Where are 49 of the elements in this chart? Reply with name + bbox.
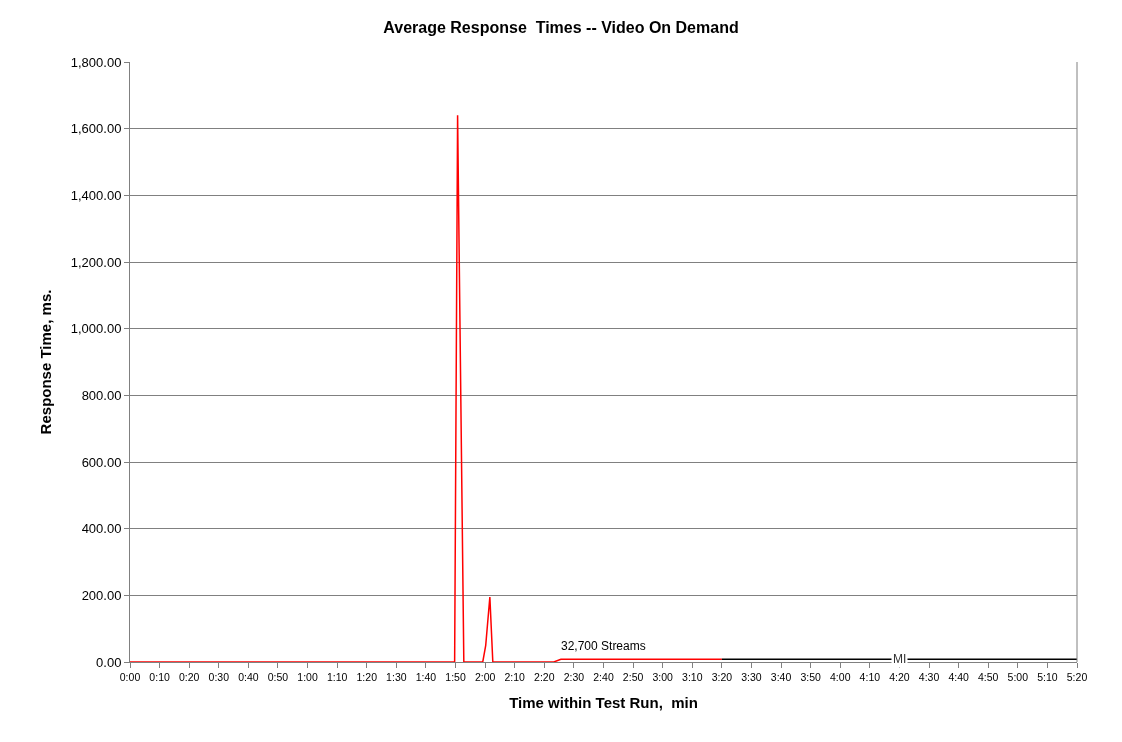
x-tick-label: 4:40	[948, 670, 970, 683]
x-tick-label: 3:10	[682, 670, 703, 683]
x-tick-label: 2:50	[622, 670, 644, 683]
x-tick-label: 1:50	[445, 670, 466, 683]
y-tick-label: 600.00	[81, 454, 122, 470]
x-tick-label: 0:30	[208, 670, 230, 683]
x-tick-label: 4:00	[830, 670, 851, 683]
y-tick-label: 400.00	[81, 521, 122, 537]
y-tick-label: 200.00	[81, 587, 122, 603]
line-series	[130, 114, 723, 662]
x-tick-label: 1:40	[415, 670, 437, 683]
y-tick-label: 1,400.00	[70, 187, 122, 203]
x-tick-label: 0:00	[119, 670, 141, 683]
x-tick-label: 0:50	[267, 670, 289, 683]
x-tick-label: 1:00	[297, 670, 318, 683]
x-tick-label: 0:10	[149, 670, 170, 683]
x-tick-label: 2:30	[563, 670, 585, 683]
x-tick-label: 5:10	[1037, 670, 1058, 683]
annotation: 32,700 Streams	[561, 639, 646, 653]
y-axis-title: Response Time, ms.	[37, 289, 55, 435]
y-tick-label: 1,000.00	[70, 321, 122, 337]
x-tick-label: 1:20	[356, 670, 378, 683]
x-tick-label: 3:40	[770, 670, 792, 683]
x-tick-label: 1:30	[386, 670, 407, 683]
x-tick-label: 3:00	[652, 670, 674, 683]
x-tick-label: 4:20	[889, 670, 910, 683]
x-tick-label: 2:20	[534, 670, 555, 683]
x-tick-label: 3:20	[711, 670, 733, 683]
x-tick-label: 3:30	[741, 670, 762, 683]
y-tick-label: 1,600.00	[70, 121, 122, 137]
x-tick-label: 2:40	[593, 670, 614, 683]
x-tick-label: 4:30	[918, 670, 940, 683]
x-tick-label: 1:10	[326, 670, 348, 683]
x-axis-title: Time within Test Run, min	[509, 693, 698, 711]
x-tick-label: 4:10	[859, 670, 881, 683]
x-tick-label: 5:00	[1007, 670, 1029, 683]
x-tick-label: 2:10	[504, 670, 526, 683]
x-tick-label: 4:50	[978, 670, 999, 683]
x-tick-label: 0:20	[178, 670, 200, 683]
y-tick-label: 800.00	[81, 387, 122, 403]
x-tick-label: 0:40	[238, 670, 259, 683]
y-tick-label: 1,800.00	[70, 54, 122, 70]
x-tick-label: 2:00	[474, 670, 496, 683]
y-tick-label: 0.00	[96, 654, 122, 670]
chart-title: Average Response Times -- Video On Demand	[383, 19, 739, 37]
series-label: MI	[893, 652, 907, 666]
x-tick-label: 5:20	[1066, 670, 1088, 683]
x-tick-label: 3:50	[800, 670, 822, 683]
y-tick-label: 1,200.00	[70, 254, 122, 270]
